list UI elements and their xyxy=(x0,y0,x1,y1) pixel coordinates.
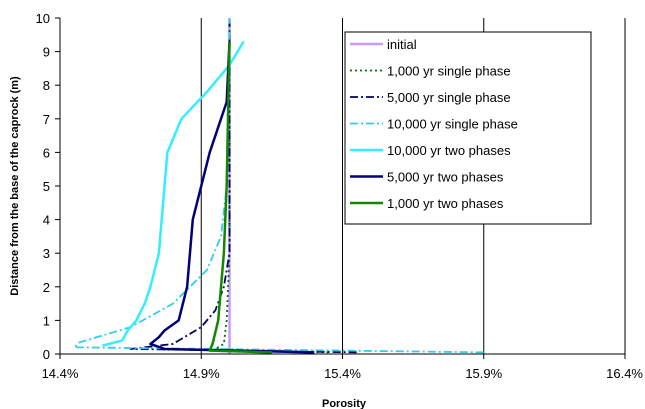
series-line-5 xyxy=(102,40,245,347)
legend-label: 1,000 yr two phases xyxy=(387,196,504,211)
legend-label: 5,000 yr two phases xyxy=(387,170,504,185)
y-tick-label: 8 xyxy=(43,78,50,93)
y-tick-label: 7 xyxy=(43,112,50,127)
y-tick-label: 4 xyxy=(43,213,50,228)
y-tick-label: 3 xyxy=(43,246,50,261)
legend-label: 10,000 yr two phases xyxy=(387,143,511,158)
x-tick-label: 15.9% xyxy=(465,366,502,381)
tick-labels: 0 1 2 3 4 5 6 7 8 9 10 14.4% 14.9% 15.4% 15.9% 16.4% xyxy=(36,11,644,381)
x-axis-title: Porosity xyxy=(322,398,367,409)
legend-box xyxy=(344,31,592,225)
y-axis-title: Distance from the base of the caprock (m… xyxy=(9,76,21,296)
y-tick-label: 2 xyxy=(43,280,50,295)
x-tick-label: 14.4% xyxy=(42,366,79,381)
legend-label: 5,000 yr single phase xyxy=(387,90,511,105)
y-tick-label: 9 xyxy=(43,45,50,60)
legend: initial 1,000 yr single phase 5,000 yr sin… xyxy=(344,31,592,225)
y-tick-label: 0 xyxy=(43,347,50,362)
x-tick-label: 14.9% xyxy=(183,366,220,381)
y-tick-label: 1 xyxy=(43,313,50,328)
axes xyxy=(55,17,626,359)
legend-label: 1,000 yr single phase xyxy=(387,64,511,79)
series-line-2 xyxy=(214,18,329,354)
legend-label: initial xyxy=(387,37,417,52)
x-tick-label: 16.4% xyxy=(606,366,643,381)
series-line-7 xyxy=(208,41,272,354)
y-tick-label: 6 xyxy=(43,145,50,160)
series-line-6 xyxy=(149,41,315,354)
y-tick-label: 10 xyxy=(36,11,50,26)
series-layer xyxy=(73,17,484,354)
x-tick-label: 15.4% xyxy=(324,366,361,381)
y-tick-label: 5 xyxy=(43,179,50,194)
legend-label: 10,000 yr single phase xyxy=(387,117,518,132)
